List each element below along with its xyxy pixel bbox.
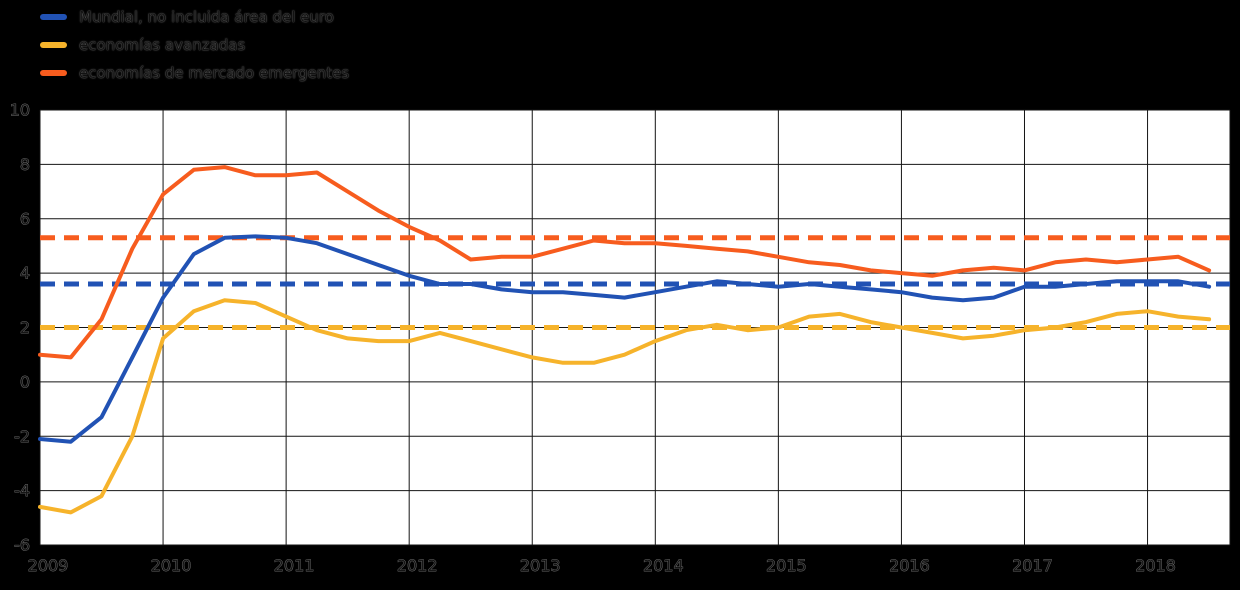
x-axis-tick-label-2010: 2010 — [151, 556, 192, 575]
legend-key-emerging-markets-swatch — [40, 69, 67, 76]
x-axis-tick-label-2012: 2012 — [397, 556, 438, 575]
x-axis-tick-label-2014: 2014 — [643, 556, 684, 575]
legend-key-advanced-economies-swatch — [40, 41, 67, 48]
x-axis-tick-label-2018: 2018 — [1135, 556, 1176, 575]
x-axis-tick-label-2016: 2016 — [889, 556, 930, 575]
chart-legend: Mundial, no incluida área del euro econo… — [40, 6, 349, 83]
y-axis-tick-label-6: 6 — [20, 209, 30, 228]
series-line-1 — [38, 298, 1212, 515]
y-axis-tick-label--2: -2 — [14, 427, 30, 446]
y-axis-tick-label-10: 10 — [10, 101, 30, 120]
y-axis-tick-label-2: 2 — [20, 318, 30, 337]
legend-item-emerging-markets: economías de mercado emergentes — [40, 62, 349, 83]
legend-label-advanced-economies: economías avanzadas — [79, 35, 246, 54]
y-axis-tick-label--4: -4 — [14, 481, 30, 500]
y-axis-tick-label--6: -6 — [14, 536, 30, 555]
legend-key-world-ex-euro-area-swatch — [40, 13, 67, 20]
legend-item-world-ex-euro-area: Mundial, no incluida área del euro — [40, 6, 349, 27]
y-axis-tick-label-4: 4 — [20, 264, 30, 283]
legend-item-advanced-economies: economías avanzadas — [40, 34, 349, 55]
y-axis-tick-label-8: 8 — [20, 155, 30, 174]
series-line-2 — [38, 165, 1212, 360]
x-axis-tick-label-2011: 2011 — [274, 556, 315, 575]
x-axis-tick-label-2009: 2009 — [28, 556, 69, 575]
x-axis-tick-label-2013: 2013 — [520, 556, 561, 575]
legend-label-emerging-markets: economías de mercado emergentes — [79, 63, 350, 82]
x-axis-tick-label-2017: 2017 — [1012, 556, 1053, 575]
legend-label-world-ex-euro-area: Mundial, no incluida área del euro — [79, 7, 334, 26]
y-axis-tick-label-0: 0 — [20, 372, 30, 391]
x-axis-tick-label-2015: 2015 — [766, 556, 807, 575]
series-line-0 — [38, 234, 1212, 444]
